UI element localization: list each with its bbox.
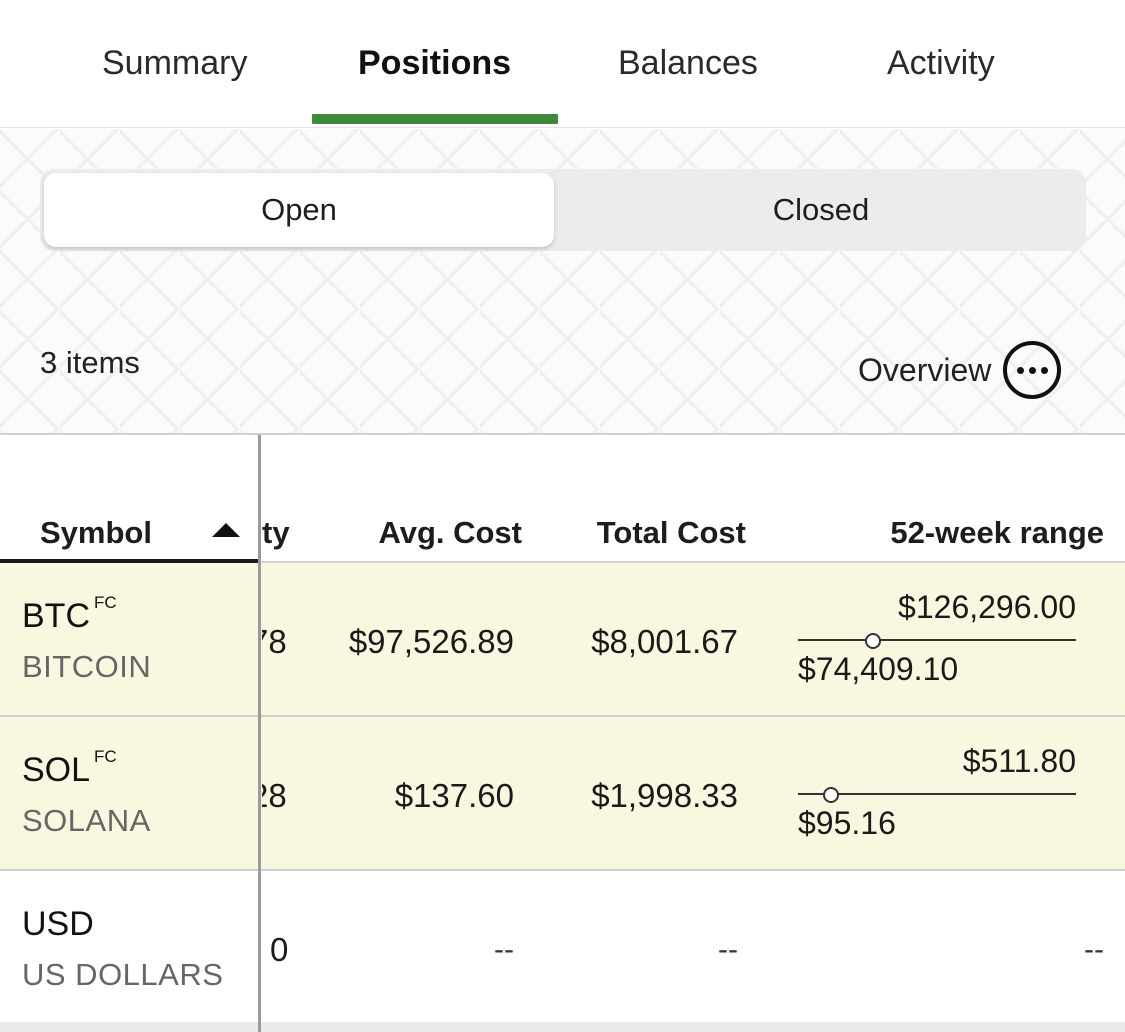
quantity-cell: 28	[262, 777, 302, 815]
range-low: $74,409.10	[798, 651, 959, 687]
range-high: $511.80	[962, 743, 1076, 779]
symbol-cell: USD	[22, 905, 94, 944]
symbol-cell: BTC FC	[22, 593, 117, 636]
items-count: 3 items	[40, 345, 140, 380]
tab-activity[interactable]: Activity	[887, 44, 995, 82]
segment-open[interactable]: Open	[44, 173, 554, 247]
header-total-cost[interactable]: Total Cost	[596, 515, 746, 550]
sort-ascending-icon[interactable]	[212, 523, 240, 537]
header-symbol[interactable]: Symbol	[40, 515, 152, 550]
frozen-column-divider	[258, 435, 261, 1032]
header-52-week-range[interactable]: 52-week range	[890, 515, 1104, 550]
symbol-cell: SOL FC	[22, 747, 117, 790]
total-cost-cell: $1,998.33	[591, 777, 738, 814]
header-quantity[interactable]: ty	[262, 515, 290, 550]
quantity-value: 28	[262, 777, 287, 814]
symbol-name: BITCOIN	[22, 649, 152, 684]
active-tab-indicator	[312, 114, 558, 124]
avg-cost-cell: $97,526.89	[348, 623, 514, 660]
avg-cost-cell: --	[494, 933, 514, 966]
header-avg-cost[interactable]: Avg. Cost	[378, 515, 522, 550]
table-header: Symbol ty Avg. Cost Total Cost 52-week r…	[0, 435, 1125, 563]
total-cost-cell: $8,001.67	[591, 623, 738, 660]
range-cell: --	[1084, 933, 1104, 966]
positions-table: Symbol ty Avg. Cost Total Cost 52-week r…	[0, 433, 1125, 1032]
symbol-name: SOLANA	[22, 803, 151, 838]
tab-positions[interactable]: Positions	[358, 44, 512, 82]
next-row-edge	[0, 1022, 1125, 1032]
total-cost-cell: --	[718, 933, 738, 966]
symbol-ticker: SOL	[22, 751, 91, 789]
quantity-value: 78	[262, 623, 287, 660]
range-cell: $126,296.00 $74,409.10	[798, 589, 1076, 699]
table-row[interactable]: USD US DOLLARS 0 -- -- --	[0, 871, 1125, 1025]
range-marker	[823, 787, 840, 803]
tab-balances[interactable]: Balances	[618, 44, 758, 82]
quantity-cell: 78	[262, 623, 302, 661]
range-high: $126,296.00	[898, 589, 1076, 625]
symbol-name: US DOLLARS	[22, 957, 224, 992]
range-low: $95.16	[798, 805, 896, 841]
symbol-ticker: USD	[22, 905, 94, 943]
range-marker	[865, 633, 882, 649]
sorted-column-indicator	[0, 559, 258, 563]
symbol-badge: FC	[94, 593, 117, 612]
symbol-ticker: BTC	[22, 597, 90, 635]
open-closed-toggle: Open Closed	[40, 169, 1086, 251]
overview-label: Overview	[858, 351, 992, 388]
tab-bar: Summary Positions Balances Activity	[0, 0, 1125, 128]
tab-summary[interactable]: Summary	[102, 44, 248, 82]
range-cell: $511.80 $95.16	[798, 743, 1076, 853]
range-track	[798, 639, 1076, 641]
symbol-badge: FC	[94, 747, 117, 766]
positions-header: Open Closed 3 items Overview	[0, 129, 1125, 433]
avg-cost-cell: $137.60	[394, 777, 514, 814]
range-track	[798, 793, 1076, 795]
overview-button[interactable]: Overview	[858, 341, 1062, 399]
quantity-cell: 0	[270, 931, 289, 968]
more-options-icon[interactable]	[1003, 341, 1062, 399]
segment-closed[interactable]: Closed	[772, 192, 870, 227]
